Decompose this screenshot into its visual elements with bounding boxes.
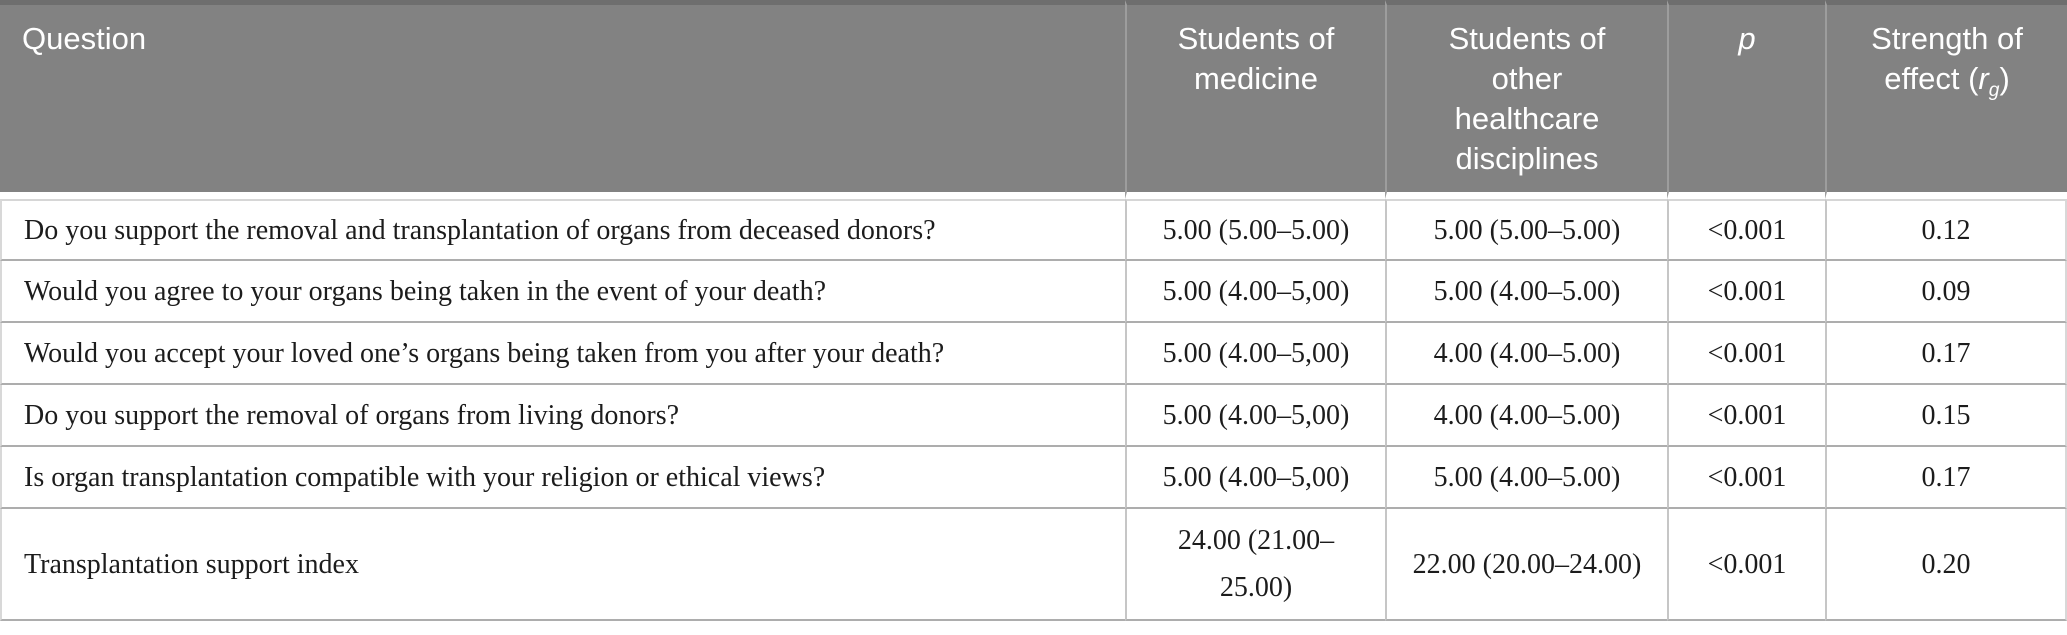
- table-row: Do you support the removal and transplan…: [0, 199, 2067, 261]
- question-cell: Would you accept your loved one’s organs…: [0, 323, 1125, 385]
- medicine-value-cell: 24.00 (21.00–25.00): [1125, 509, 1385, 621]
- other-disciplines-value-cell: 5.00 (4.00–5.00): [1385, 447, 1667, 509]
- question-cell: Transplantation support index: [0, 509, 1125, 621]
- header-cell-p-value: p: [1667, 0, 1825, 199]
- medicine-value-cell: 5.00 (4.00–5,00): [1125, 385, 1385, 447]
- table-row: Do you support the removal of organs fro…: [0, 385, 2067, 447]
- medicine-value-cell: 5.00 (4.00–5,00): [1125, 323, 1385, 385]
- header-row: Question Students of medicine Students o…: [0, 0, 2067, 199]
- table-row: Transplantation support index 24.00 (21.…: [0, 509, 2067, 621]
- effect-size-cell: 0.17: [1825, 447, 2067, 509]
- medicine-value-cell: 5.00 (4.00–5,00): [1125, 261, 1385, 323]
- effect-header-prefix: Strength of effect (: [1871, 21, 2023, 96]
- question-cell: Do you support the removal and transplan…: [0, 199, 1125, 261]
- p-value-cell: <0.001: [1667, 323, 1825, 385]
- effect-size-cell: 0.20: [1825, 509, 2067, 621]
- other-disciplines-value-cell: 22.00 (20.00–24.00): [1385, 509, 1667, 621]
- table-body: Do you support the removal and transplan…: [0, 199, 2067, 621]
- p-value-cell: <0.001: [1667, 261, 1825, 323]
- header-cell-question: Question: [0, 0, 1125, 199]
- p-value-cell: <0.001: [1667, 199, 1825, 261]
- question-cell: Do you support the removal of organs fro…: [0, 385, 1125, 447]
- p-value-cell: <0.001: [1667, 447, 1825, 509]
- effect-size-cell: 0.09: [1825, 261, 2067, 323]
- table-row: Is organ transplantation compatible with…: [0, 447, 2067, 509]
- other-disciplines-value-cell: 5.00 (4.00–5.00): [1385, 261, 1667, 323]
- table-header: Question Students of medicine Students o…: [0, 0, 2067, 199]
- effect-subscript-g: g: [1988, 80, 2000, 102]
- p-value-cell: <0.001: [1667, 509, 1825, 621]
- table-row: Would you accept your loved one’s organs…: [0, 323, 2067, 385]
- other-disciplines-value-cell: 5.00 (5.00–5.00): [1385, 199, 1667, 261]
- question-cell: Is organ transplantation compatible with…: [0, 447, 1125, 509]
- effect-size-cell: 0.15: [1825, 385, 2067, 447]
- medicine-value-cell: 5.00 (5.00–5.00): [1125, 199, 1385, 261]
- effect-size-cell: 0.17: [1825, 323, 2067, 385]
- other-disciplines-value-cell: 4.00 (4.00–5.00): [1385, 323, 1667, 385]
- header-cell-students-medicine: Students of medicine: [1125, 0, 1385, 199]
- table-row: Would you agree to your organs being tak…: [0, 261, 2067, 323]
- survey-results-table: Question Students of medicine Students o…: [0, 0, 2067, 621]
- medicine-value-cell: 5.00 (4.00–5,00): [1125, 447, 1385, 509]
- header-cell-effect-strength: Strength of effect (rg): [1825, 0, 2067, 199]
- p-value-cell: <0.001: [1667, 385, 1825, 447]
- effect-variable-r: r: [1978, 61, 1989, 96]
- effect-header-suffix: ): [1999, 61, 2010, 96]
- header-cell-students-other: Students of other healthcare disciplines: [1385, 0, 1667, 199]
- question-cell: Would you agree to your organs being tak…: [0, 261, 1125, 323]
- other-disciplines-value-cell: 4.00 (4.00–5.00): [1385, 385, 1667, 447]
- effect-size-cell: 0.12: [1825, 199, 2067, 261]
